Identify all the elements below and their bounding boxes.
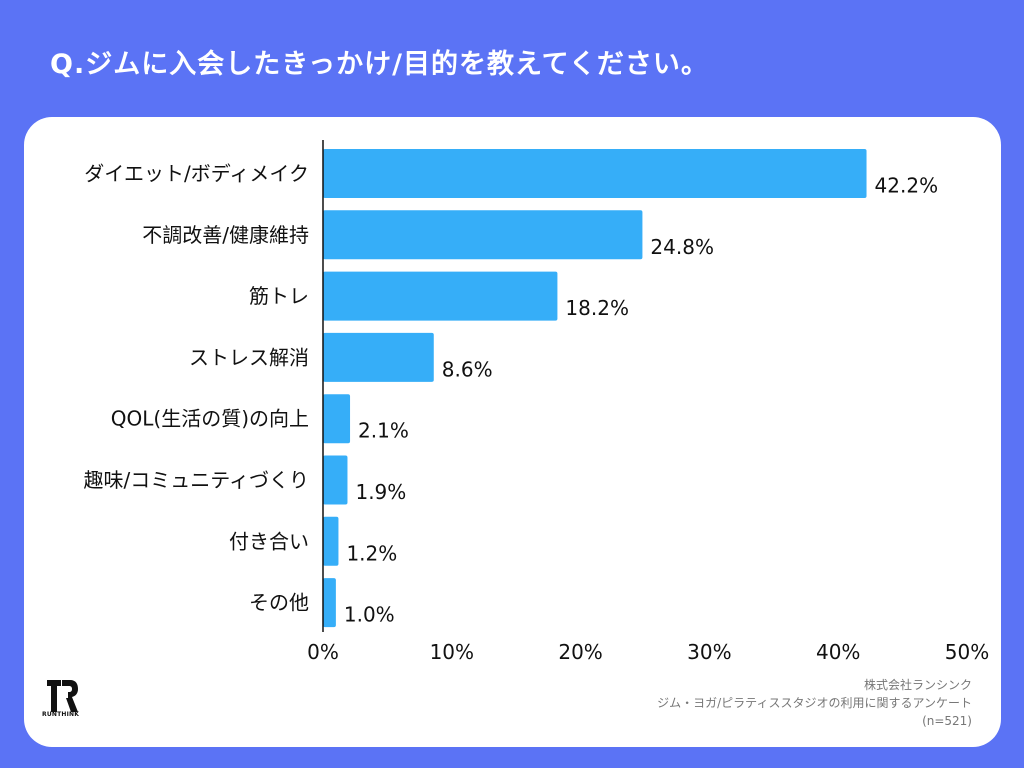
bar-8 (323, 578, 336, 628)
value-label: 18.2% (565, 296, 629, 320)
x-tick-label: 0% (307, 640, 339, 664)
bar-7 (323, 516, 339, 566)
source-sample: (n=521) (922, 714, 972, 728)
x-tick-label: 50% (945, 640, 989, 664)
category-label: 筋トレ (249, 284, 309, 308)
bar-2 (323, 210, 643, 260)
page-title: Q.ジムに入会したきっかけ/目的を教えてください。 (50, 49, 709, 80)
value-label: 1.0% (344, 603, 395, 627)
bar-3 (323, 271, 558, 321)
value-label: 24.8% (650, 235, 714, 259)
category-label: ストレス解消 (189, 345, 309, 369)
runthink-logo-icon (47, 680, 78, 712)
category-label: QOL(生活の質)の向上 (111, 407, 309, 431)
logo-wordmark: RUNTHINK (42, 711, 80, 718)
category-label: その他 (249, 591, 309, 615)
x-tick-label: 30% (687, 640, 731, 664)
value-label: 1.2% (346, 541, 397, 565)
x-tick-label: 40% (816, 640, 860, 664)
value-label: 42.2% (875, 174, 939, 198)
bar-6 (323, 455, 348, 505)
category-label: 付き合い (229, 529, 309, 553)
bar-4 (323, 332, 434, 382)
bar-1 (323, 149, 867, 198)
value-label: 8.6% (442, 357, 493, 381)
bar-5 (323, 394, 351, 444)
value-label: 1.9% (355, 480, 406, 504)
source-company: 株式会社ランシンク (863, 678, 972, 692)
source-note: 株式会社ランシンク ジム・ヨガ/ピラティススタジオの利用に関するアンケート (n… (657, 676, 972, 730)
source-survey: ジム・ヨガ/ピラティススタジオの利用に関するアンケート (657, 696, 972, 710)
category-label: 不調改善/健康維持 (142, 223, 309, 247)
category-label: ダイエット/ボディメイク (84, 162, 309, 186)
category-label: 趣味/コミュニティづくり (83, 468, 309, 492)
value-label: 2.1% (358, 419, 409, 443)
x-tick-label: 20% (558, 640, 602, 664)
x-tick-label: 10% (430, 640, 474, 664)
